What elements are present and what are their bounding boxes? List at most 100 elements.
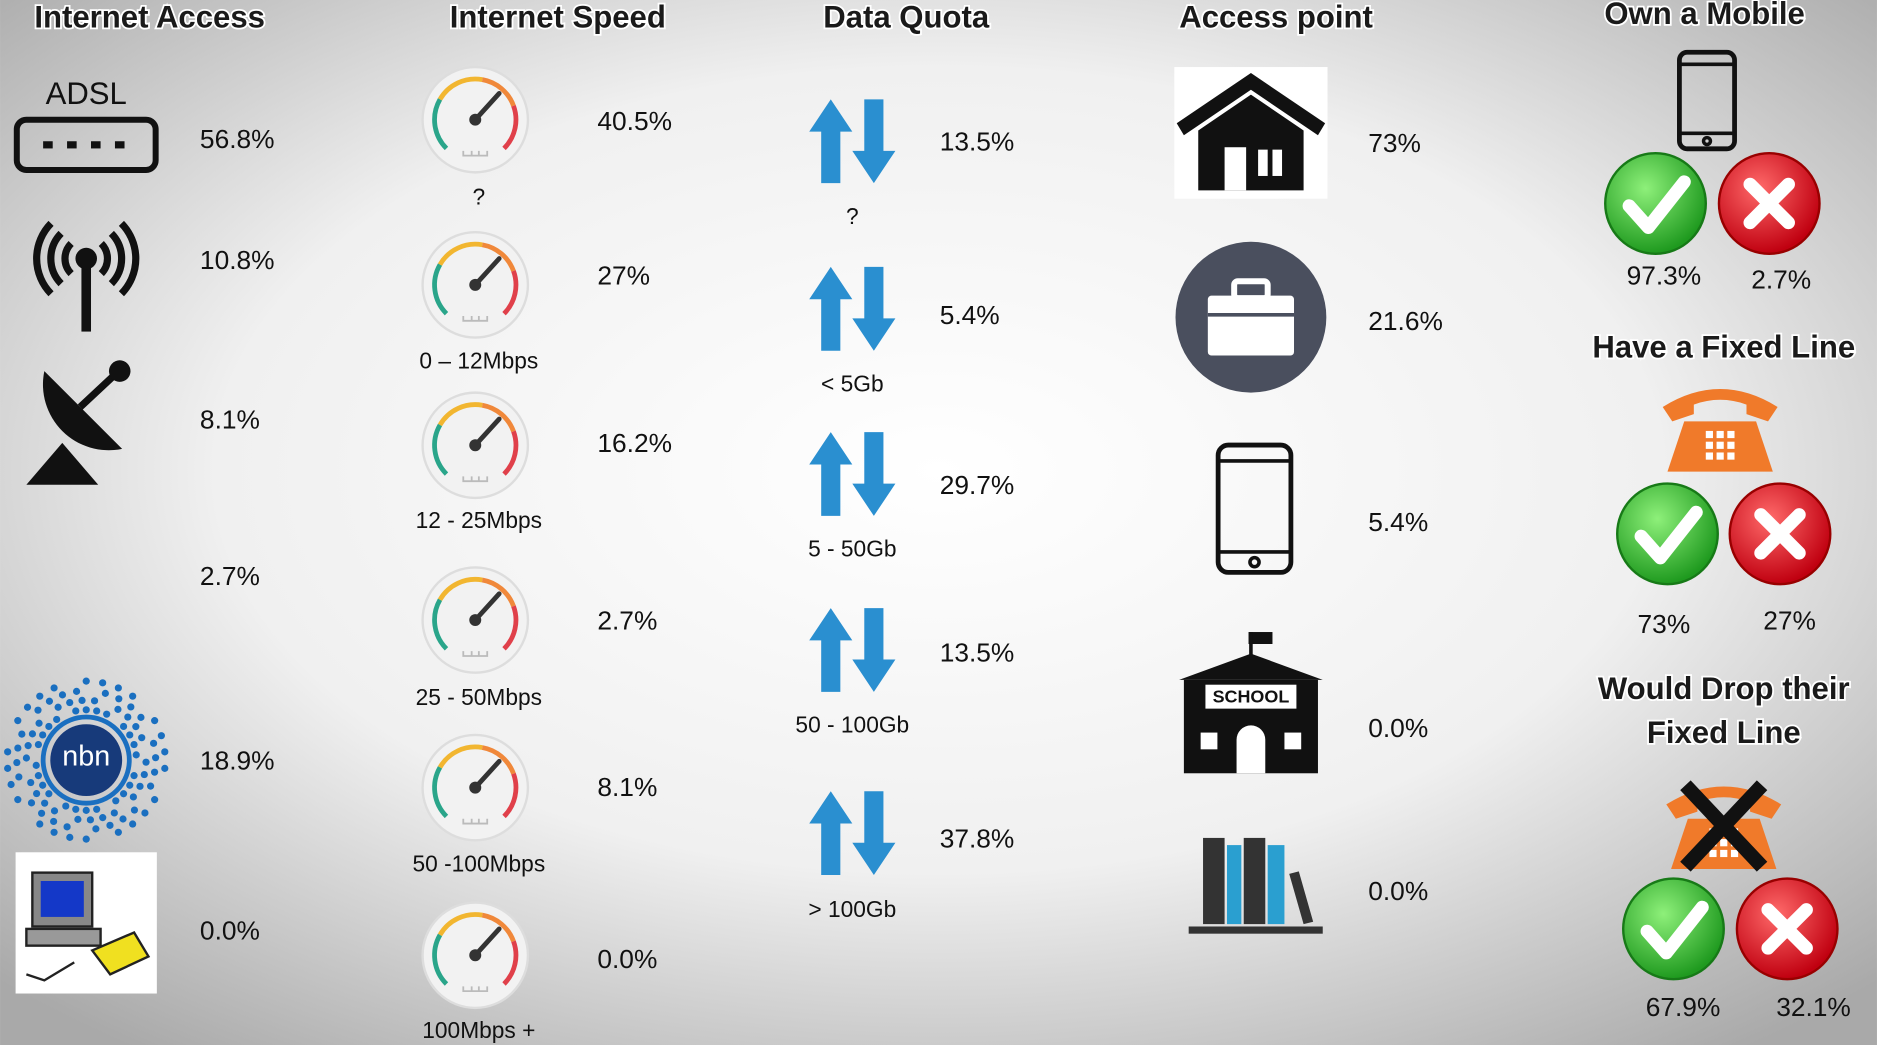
dot [34, 706, 42, 714]
library-icon [1188, 837, 1323, 934]
feed [108, 360, 131, 382]
dot [72, 805, 80, 813]
dot [127, 703, 135, 711]
updown-icon [809, 791, 896, 876]
percentage: 0.0% [200, 915, 260, 945]
percentage: 27% [597, 261, 650, 291]
dot [72, 687, 81, 695]
cross [1754, 508, 1806, 560]
stand [26, 442, 99, 485]
dot [151, 717, 159, 725]
dial-arc [432, 598, 449, 651]
yes-disc [1604, 152, 1707, 255]
dot [126, 781, 134, 789]
dot [45, 697, 54, 705]
arrow-up [809, 432, 853, 516]
dialup-icon [15, 852, 157, 994]
yes-disc [1621, 877, 1725, 981]
updown-icon [809, 99, 896, 184]
ring [40, 714, 132, 806]
work-icon [1175, 241, 1327, 393]
dot [82, 835, 90, 843]
book [1243, 837, 1266, 925]
yes-icon [1621, 877, 1725, 981]
label: 12 - 25Mbps [416, 507, 542, 533]
dot [161, 764, 169, 772]
dial-arc [437, 577, 483, 601]
percentage: 0.0% [1368, 876, 1428, 906]
dot [110, 809, 118, 817]
dot [137, 713, 145, 721]
section-title: Internet Speed [450, 0, 666, 34]
percentage: 18.9% [200, 745, 275, 775]
percentage: 10.8% [200, 245, 275, 275]
dot [161, 748, 169, 756]
dot [63, 823, 71, 831]
section-title: Access point [1179, 0, 1373, 34]
key [1716, 430, 1724, 439]
hub [469, 949, 482, 962]
dial-arc [502, 270, 519, 316]
dot [129, 820, 137, 828]
gauge-icon [421, 65, 530, 174]
dial-arc [432, 933, 449, 986]
dial-arc [481, 402, 516, 433]
dot [130, 740, 138, 749]
dish [42, 371, 123, 451]
percentage: 16.2% [597, 428, 672, 458]
button [1248, 555, 1261, 569]
section-title: Own a Mobile [1604, 0, 1804, 31]
scale [462, 476, 489, 483]
icon-text: SCHOOL [1213, 687, 1290, 707]
school-icon: SCHOOL [1179, 632, 1323, 774]
dot [140, 770, 148, 779]
label: 5 - 50Gb [808, 536, 896, 562]
book [1226, 845, 1242, 925]
section-title: Internet Access [34, 0, 265, 34]
dot [130, 806, 139, 814]
nbn-icon: nbn [4, 677, 169, 843]
icon-text: ADSL [46, 76, 127, 111]
phone-body [1215, 442, 1294, 575]
dial-arc [502, 104, 519, 151]
dot [78, 696, 86, 704]
dot [99, 814, 107, 822]
scale [462, 818, 489, 825]
dot [82, 706, 90, 714]
adsl-icon: ADSL [13, 76, 159, 173]
percentage: 56.8% [200, 124, 275, 154]
dot [54, 703, 62, 711]
percentage: 13.5% [940, 638, 1015, 668]
landline-icon [1662, 389, 1778, 472]
no-icon [1728, 482, 1832, 586]
scale [462, 651, 489, 657]
port [114, 141, 125, 149]
percentage: 5.4% [940, 300, 1000, 330]
dial-arc [432, 766, 449, 819]
key [1709, 849, 1717, 858]
dot [93, 805, 101, 813]
gauge-icon [421, 566, 530, 674]
port [67, 141, 77, 149]
base [25, 927, 102, 947]
percentage: 2.7% [200, 561, 260, 591]
roof [1179, 653, 1323, 680]
dot [39, 731, 47, 739]
dot [24, 742, 32, 750]
yes-icon [1616, 482, 1719, 586]
book [1267, 845, 1285, 925]
arrow-down [852, 432, 896, 516]
dot [132, 723, 140, 731]
key [1705, 441, 1713, 449]
dot [126, 731, 134, 739]
percentage: 2.7% [1751, 264, 1811, 294]
dial-arc [502, 430, 519, 476]
dot [27, 799, 36, 807]
no-icon [1735, 877, 1839, 981]
dot [41, 799, 49, 807]
dot [115, 695, 123, 703]
dot [45, 790, 53, 798]
key [1705, 452, 1713, 460]
no-icon [1717, 152, 1821, 255]
